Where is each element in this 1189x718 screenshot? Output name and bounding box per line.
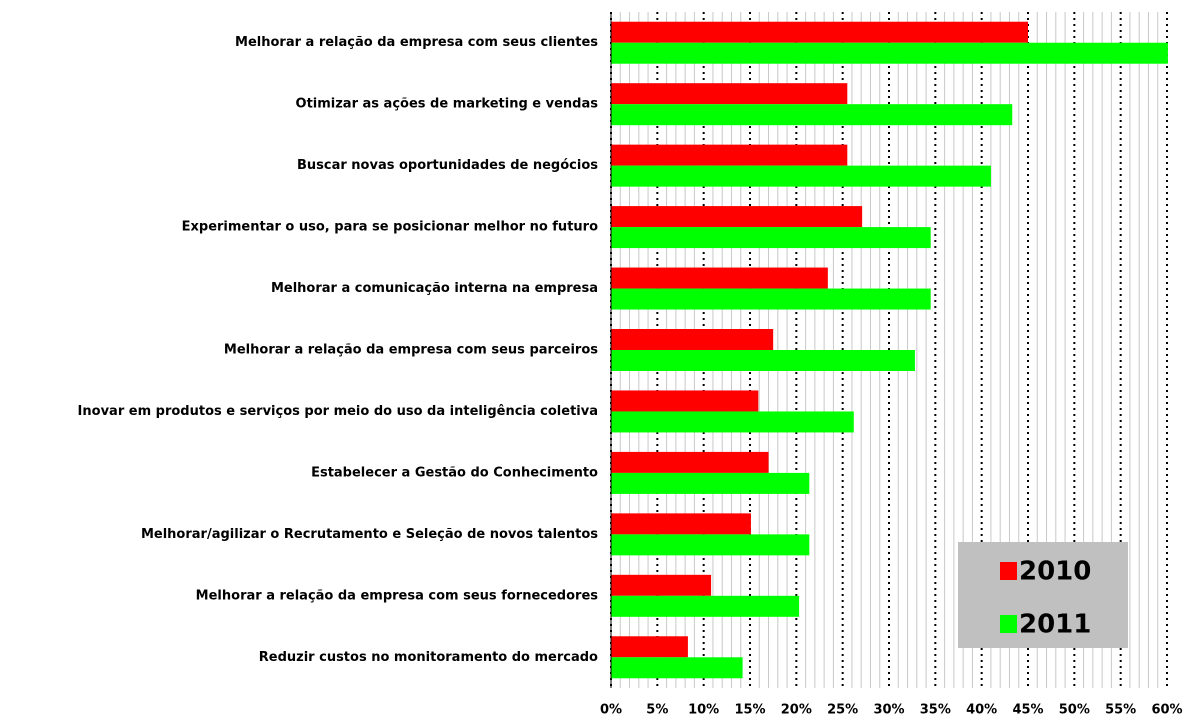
bar [611, 595, 800, 617]
bar [611, 451, 769, 473]
bar [611, 104, 1013, 126]
bar [611, 329, 774, 350]
x-tick-label: 40% [966, 703, 997, 718]
category-label: Otimizar as ações de marketing e vendas [296, 97, 599, 112]
legend-swatch [1000, 615, 1017, 633]
category-label: Melhorar/agilizar o Recrutamento e Seleç… [141, 527, 598, 542]
x-tick-label: 25% [827, 703, 858, 718]
x-tick-label: 10% [688, 703, 719, 718]
legend-box [958, 542, 1128, 648]
category-label: Melhorar a relação da empresa com seus c… [235, 35, 598, 50]
x-tick-label: 30% [873, 703, 904, 718]
bar [611, 267, 828, 289]
bar [611, 534, 810, 556]
legend-label: 2010 [1019, 557, 1091, 587]
bar [611, 657, 743, 679]
bar [611, 144, 848, 166]
legend-swatch [1000, 562, 1017, 580]
legend-label: 2011 [1019, 610, 1091, 640]
x-tick-label: 0% [600, 703, 622, 718]
bar [611, 165, 991, 187]
x-tick-label: 35% [920, 703, 951, 718]
category-label: Estabelecer a Gestão do Conhecimento [311, 465, 598, 480]
bar [611, 472, 810, 494]
x-tick-label: 5% [646, 703, 668, 718]
bar [611, 574, 712, 596]
x-tick-label: 50% [1059, 703, 1090, 718]
bar [611, 513, 751, 535]
bar [611, 636, 688, 658]
bar [611, 390, 759, 412]
bar [611, 21, 1028, 43]
x-tick-label: 45% [1012, 703, 1043, 718]
x-tick-label: 60% [1151, 703, 1182, 718]
category-label: Melhorar a comunicação interna na empres… [271, 281, 598, 296]
category-label: Melhorar a relação da empresa com seus f… [196, 588, 599, 603]
category-label: Reduzir custos no monitoramento do merca… [259, 650, 598, 665]
x-tick-label: 20% [781, 703, 812, 718]
bar [611, 206, 863, 228]
category-label: Inovar em produtos e serviços por meio d… [78, 404, 598, 419]
bar [611, 42, 1168, 64]
bar [611, 411, 854, 433]
category-label: Buscar novas oportunidades de negócios [297, 158, 598, 173]
bar [611, 350, 915, 371]
x-tick-label: 15% [734, 703, 765, 718]
bar [611, 227, 931, 249]
bar [611, 83, 848, 105]
category-label: Melhorar a relação da empresa com seus p… [224, 343, 598, 358]
x-tick-label: 55% [1105, 703, 1136, 718]
bar [611, 288, 931, 310]
category-label: Experimentar o uso, para se posicionar m… [182, 220, 598, 235]
